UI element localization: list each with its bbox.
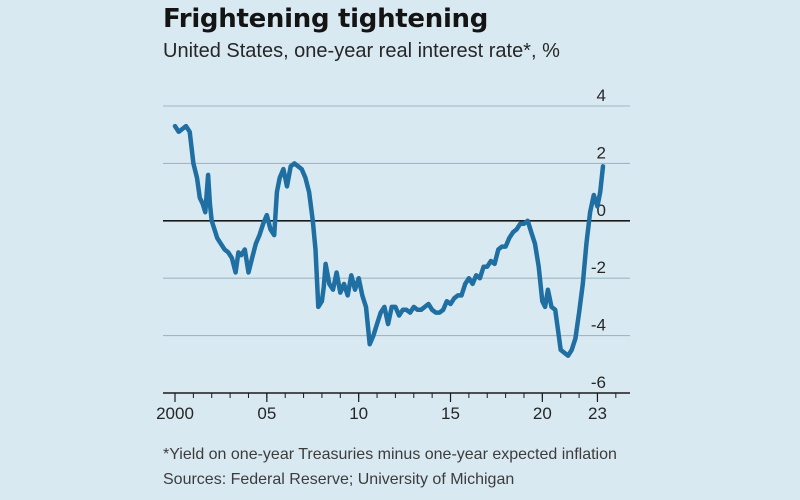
x-tick-label: 05 (257, 404, 276, 423)
footnote: *Yield on one-year Treasuries minus one-… (163, 446, 617, 463)
x-tick-label: 20 (533, 404, 552, 423)
series-lines (172, 123, 606, 358)
x-tick-label: 10 (349, 404, 368, 423)
y-tick-label: 4 (597, 86, 606, 105)
x-axis: 2000 05 10 15 20 23 (156, 392, 630, 423)
y-axis-labels: 4 2 0 -2 -4 -6 (591, 86, 606, 392)
x-tick-label: 23 (588, 404, 607, 423)
sources-note: Sources: Federal Reserve; University of … (163, 471, 515, 488)
x-tick-label: 2000 (156, 404, 194, 423)
chart-subtitle: United States, one-year real interest ra… (163, 40, 560, 62)
y-tick-label: -4 (591, 316, 606, 335)
x-tick-label: 15 (441, 404, 460, 423)
line-chart: 420-2-4-6 2000 05 10 15 20 23 (156, 86, 630, 423)
y-tick-label: 0 (597, 201, 606, 220)
y-tick-label: -6 (591, 373, 606, 392)
chart-title: Frightening tightening (163, 4, 489, 34)
y-tick-label: -2 (591, 258, 606, 277)
y-tick-label: 2 (597, 143, 606, 162)
series-line-0 (172, 123, 606, 358)
